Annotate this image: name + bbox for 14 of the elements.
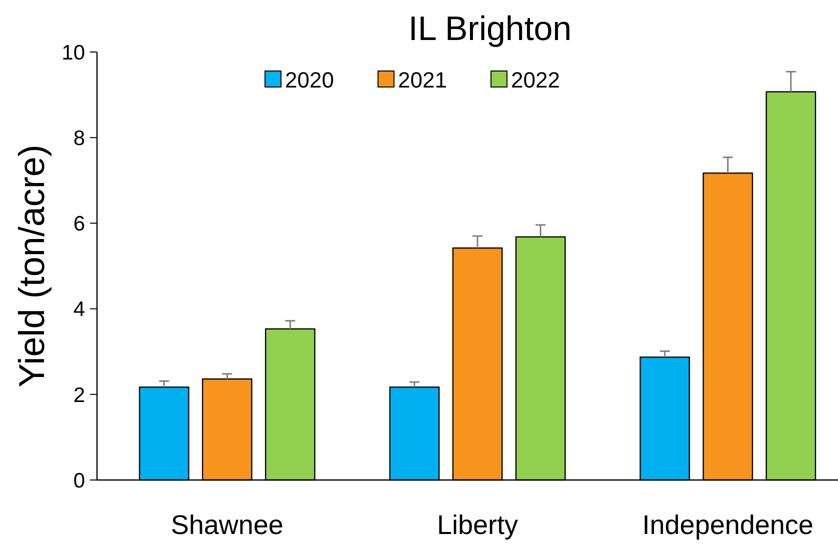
legend-label: 2021 (398, 68, 447, 93)
legend-label: 2022 (511, 68, 560, 93)
chart-title: IL Brighton (408, 10, 572, 48)
y-tick-label: 0 (73, 469, 85, 492)
legend-label: 2020 (285, 68, 334, 93)
x-tick-label: Shawnee (170, 510, 284, 540)
x-tick-label: Liberty (436, 510, 519, 540)
y-tick-label: 6 (73, 212, 85, 236)
y-tick-label: 10 (62, 41, 85, 64)
y-tick-label: 2 (73, 384, 85, 407)
y-axis-title: Yield (ton/acre) (11, 144, 52, 388)
y-tick-label: 4 (73, 298, 86, 322)
y-tick-label: 8 (73, 126, 85, 150)
x-tick-label: Independence (642, 510, 814, 540)
